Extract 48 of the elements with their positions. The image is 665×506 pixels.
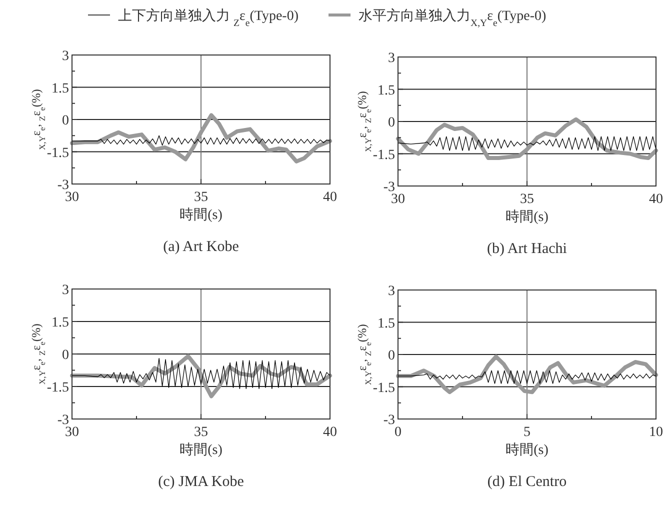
y-tick-label: -3 (57, 178, 69, 193)
line-series (70, 113, 332, 164)
x-tick-label: 35 (520, 192, 534, 207)
y-tick-label: -3 (383, 413, 395, 428)
text: (d) El Centro (487, 474, 567, 490)
y-tick-label: -3 (57, 413, 69, 428)
x-axis-title: 時間(s) (506, 209, 549, 225)
x-tick-label: 40 (323, 425, 337, 440)
x-tick-label: 40 (323, 190, 337, 205)
x-axis-title: 時間(s) (180, 442, 223, 458)
line-series (396, 354, 658, 394)
x-tick-label: 30 (391, 192, 405, 207)
text: (b) Art Hachi (487, 241, 567, 257)
y-tick-label: 3 (62, 283, 69, 298)
line-series (398, 370, 656, 384)
x-tick-label: 35 (194, 425, 208, 440)
line-series (396, 117, 658, 160)
y-tick-label: -1.5 (46, 380, 69, 396)
y-tick-label: 1.5 (52, 81, 69, 96)
y-tick-label: -3 (383, 180, 395, 195)
y-tick-label: 3 (388, 51, 395, 66)
line-series (398, 136, 656, 151)
y-tick-label: 0 (62, 348, 69, 363)
line-series (72, 135, 330, 146)
x-tick-label: 10 (649, 425, 663, 440)
x-tick-label: 30 (65, 190, 79, 205)
y-tick-label: 1.5 (52, 316, 69, 330)
y-tick-label: -1.5 (372, 148, 395, 163)
y-tick-label: 1.5 (378, 316, 395, 332)
y-tick-label: 3 (62, 49, 69, 64)
text: (a) Art Kobe (163, 239, 240, 255)
y-tick-label: 0 (62, 114, 69, 128)
x-tick-label: 40 (649, 192, 663, 207)
legend-label: 水平方向単独入力$_{X,Y}$ε$_{e}$(Type-0) (358, 8, 546, 28)
y-tick-label: 3 (388, 284, 395, 299)
x-tick-label: 5 (524, 425, 530, 440)
x-tick-label: 30 (65, 425, 79, 440)
line-series (72, 358, 330, 389)
y-tick-label: -1.5 (46, 146, 69, 161)
x-axis-title: 時間(s) (506, 442, 549, 458)
y-tick-label: 1.5 (378, 83, 395, 98)
x-axis-title: 時間(s) (180, 207, 223, 223)
y-tick-label: 0 (388, 116, 395, 130)
legend-label: 上下方向単独入力 $_{Z}$ε$_{e}$(Type-0) (118, 8, 299, 28)
text: (c) JMA Kobe (158, 474, 244, 490)
y-tick-label: -1.5 (372, 380, 395, 396)
x-tick-label: 35 (194, 190, 208, 205)
y-tick-label: 0 (388, 348, 395, 364)
